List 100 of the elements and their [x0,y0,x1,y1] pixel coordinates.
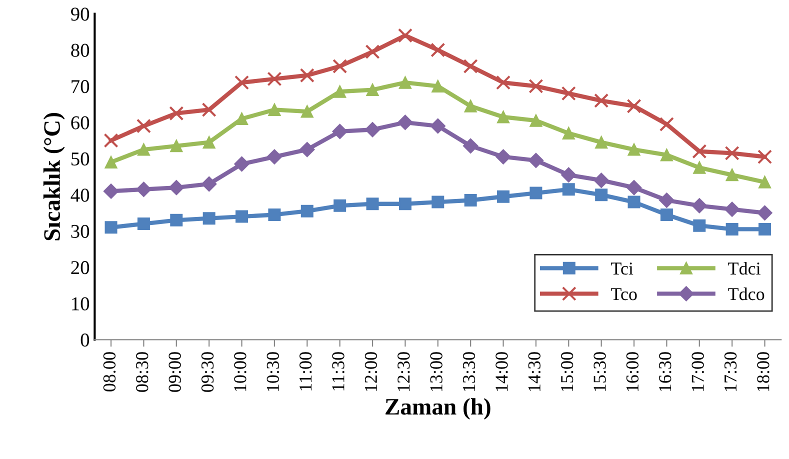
point [364,122,380,138]
point [724,146,740,160]
point [561,86,576,101]
point [432,80,444,92]
point [366,84,379,96]
point [300,204,314,218]
x-axis-title: Zaman (h) [386,398,490,420]
point [136,118,152,134]
point [530,114,542,127]
point [202,102,216,118]
point [497,190,510,203]
x-tick-label: 18:00 [757,352,770,392]
x-tick-label: 15:00 [560,352,574,392]
point [530,186,542,200]
point [136,182,152,197]
point [758,222,772,236]
x-tick-label: 09:00 [168,352,181,392]
point [594,172,609,188]
point [724,202,740,217]
point [103,184,119,199]
point [137,218,150,230]
point [660,148,673,162]
point [300,142,315,158]
point [104,133,118,148]
point [692,144,707,159]
point [266,149,282,164]
x-tick-label: 09:30 [201,352,214,392]
point [168,180,184,196]
point [562,183,575,196]
point [268,103,281,116]
y-tick-label: 40 [70,188,90,202]
point [268,208,281,221]
point [104,156,118,168]
point [104,221,118,234]
point [561,167,576,182]
point [202,212,216,225]
legend-label: Tci [611,262,634,275]
y-tick-label: 20 [71,261,90,274]
point [366,198,379,210]
point [334,199,346,212]
point [365,44,380,60]
point [398,198,412,210]
point [497,110,510,124]
point [628,143,640,156]
point [626,98,642,114]
point [464,100,477,112]
x-tick-label: 11:00 [299,352,312,390]
point [757,205,772,220]
x-tick-label: 12:00 [364,352,378,392]
point [267,72,282,86]
point [332,58,348,74]
x-tick-label: 11:30 [332,352,344,390]
point [432,196,444,208]
point [496,75,511,90]
x-tick-label: 10:30 [266,352,280,392]
x-tick-label: 08.00 [103,352,116,392]
x-tick-label: 15:30 [594,352,606,392]
point [594,93,609,108]
point [234,156,250,172]
x-tick-label: 13:00 [430,352,442,392]
x-tick-label: 13:30 [462,352,476,392]
point [430,118,446,134]
x-tick-label: 16:30 [659,352,672,392]
point [692,198,707,214]
legend-label: Tco [611,288,637,300]
x-tick-label: 14:00 [496,352,508,392]
point [626,180,642,196]
y-tick-label: 60 [71,116,90,130]
point [659,192,674,208]
x-tick-label: 14:30 [528,352,541,392]
x-tick-label: 16:00 [626,352,639,392]
point [595,136,608,149]
point [202,176,217,192]
point [202,136,216,149]
point [300,68,314,83]
point [726,222,738,236]
point [463,138,478,154]
y-tick-label: 50 [72,152,90,166]
point [430,42,446,58]
point [757,150,772,164]
legend-label: Tdco [728,287,764,300]
point [562,127,575,140]
point [170,214,183,226]
point [137,143,150,156]
point [300,105,314,118]
x-tick-label: 17:30 [724,352,737,392]
point [464,194,477,206]
point [726,168,738,182]
point [236,112,248,126]
point [496,149,511,164]
y-tick-label: 30 [71,224,90,238]
point [595,188,608,202]
point [693,161,706,174]
point [170,140,183,152]
y-tick-label: 70 [72,80,90,94]
y-tick-label: 90 [71,8,90,21]
x-tick-label: 12:30 [398,352,410,392]
y-tick-label: 10 [72,297,90,310]
point [398,28,413,43]
point [334,85,346,98]
